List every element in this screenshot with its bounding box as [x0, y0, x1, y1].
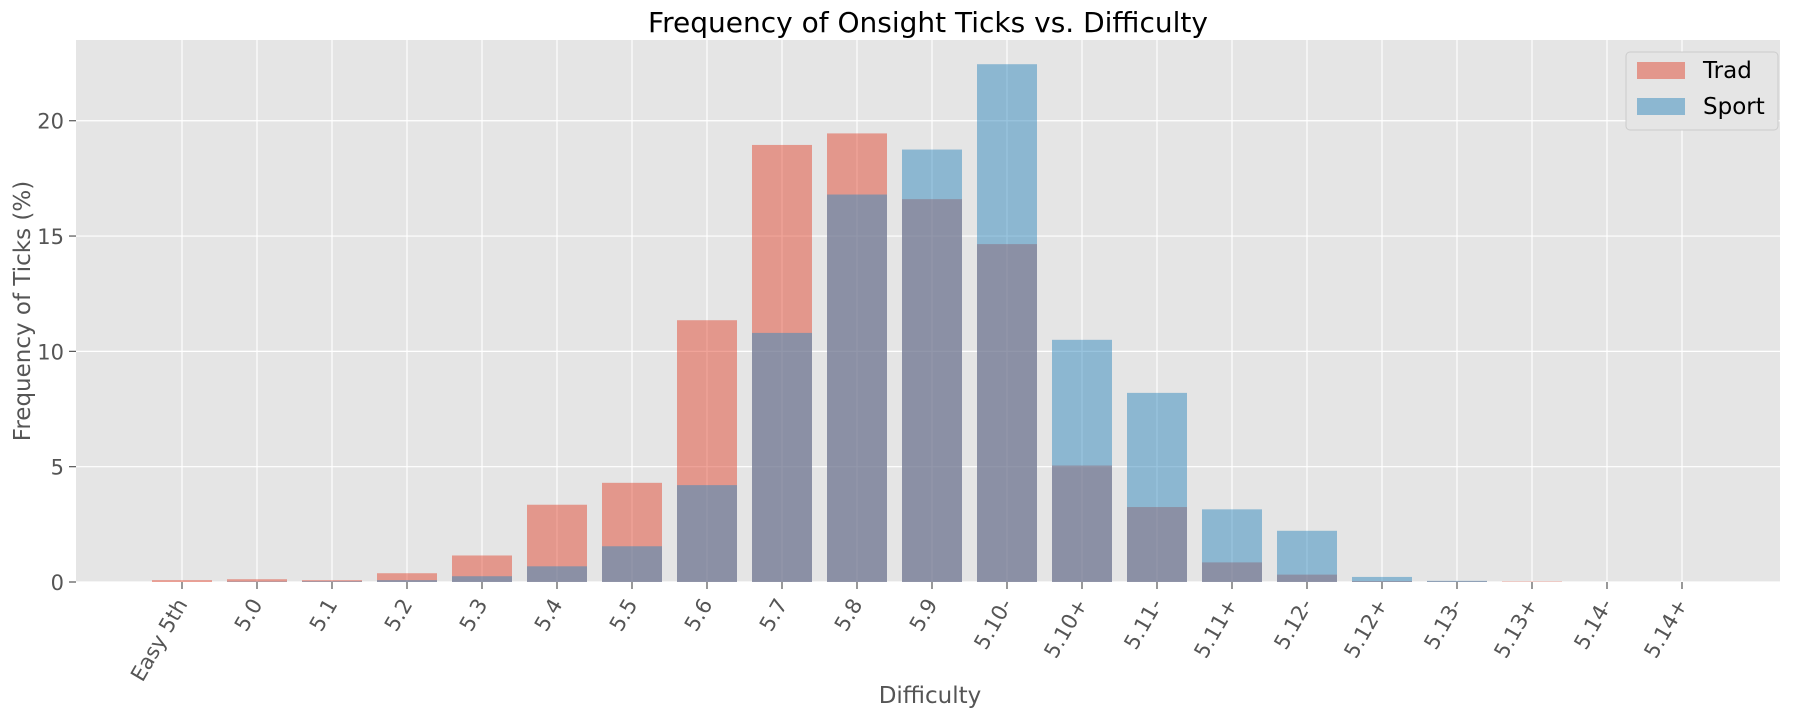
x-tick-label: 5.13+	[1489, 595, 1542, 663]
chart-title: Frequency of Onsight Ticks vs. Difficult…	[648, 6, 1208, 39]
bar-sport-5.2	[377, 580, 437, 582]
bar-sport-5.4	[527, 566, 587, 582]
bar-sport-5.7	[752, 332, 812, 582]
x-tick-label: 5.11-	[1119, 595, 1167, 654]
x-tick-label: 5.7	[755, 595, 792, 636]
x-tick-label: 5.5	[605, 595, 642, 636]
y-tick-label: 20	[37, 110, 64, 134]
bar-sport-5.3	[452, 576, 512, 582]
y-axis-label: Frequency of Ticks (%)	[10, 181, 36, 441]
y-tick-label: 10	[37, 340, 64, 364]
bar-sport-5.11+	[1202, 509, 1262, 582]
bar-sport-5.11-	[1127, 392, 1187, 582]
x-axis-label: Difficulty	[879, 683, 982, 709]
bar-sport-5.12-	[1277, 530, 1337, 582]
x-tick-label: 5.12+	[1339, 595, 1392, 663]
legend-swatch-trad	[1637, 62, 1685, 79]
x-tick-label: 5.4	[530, 595, 567, 636]
bar-trad-5.0	[227, 579, 287, 582]
bar-sport-5.12+	[1352, 576, 1412, 582]
bar-trad-easy-5th	[152, 580, 212, 582]
x-tick-label: 5.13-	[1419, 595, 1467, 654]
x-tick-label: 5.0	[230, 595, 267, 636]
legend-swatch-sport	[1637, 98, 1685, 115]
x-tick-label: 5.2	[380, 595, 417, 636]
legend-label-trad: Trad	[1702, 58, 1752, 84]
x-tick-label: 5.10-	[969, 595, 1017, 654]
x-tick-label: 5.10+	[1039, 595, 1092, 663]
y-tick-label: 15	[37, 225, 64, 249]
x-tick-label: 5.9	[905, 595, 942, 636]
bar-sport-5.8	[827, 194, 887, 583]
bar-sport-5.6	[677, 485, 737, 582]
bar-sport-5.5	[602, 546, 662, 582]
x-axis-ticks: Easy 5th 5.0 5.1 5.2 5.3 5.4 5.5 5.6 5.7 5.8 5.9 5.…	[126, 582, 1692, 685]
bar-trad-5.2	[377, 573, 437, 582]
legend: Trad Sport	[1625, 51, 1779, 131]
x-tick-label: 5.14-	[1569, 595, 1617, 654]
y-tick-label: 5	[51, 456, 64, 480]
x-tick-label: 5.8	[830, 595, 867, 636]
bar-sport-5.13-	[1427, 580, 1487, 582]
y-axis-ticks: 0 5 10 15 20	[37, 110, 76, 595]
legend-label-sport: Sport	[1703, 94, 1765, 120]
x-tick-label: 5.14+	[1639, 595, 1692, 663]
x-tick-label: Easy 5th	[126, 595, 192, 686]
x-tick-label: 5.12-	[1269, 595, 1317, 654]
y-tick-label: 0	[51, 571, 64, 595]
x-tick-label: 5.1	[305, 595, 342, 636]
bar-trad-5.1	[302, 580, 362, 582]
x-tick-label: 5.11+	[1189, 595, 1242, 663]
bar-sport-5.10-	[977, 64, 1037, 582]
x-tick-label: 5.3	[455, 595, 492, 636]
bar-sport-5.9	[902, 149, 962, 582]
x-tick-label: 5.6	[680, 595, 717, 636]
bar-sport-5.10+	[1052, 339, 1112, 582]
bar-sport-5.1	[302, 581, 362, 582]
sport-series-bars	[227, 64, 1487, 583]
